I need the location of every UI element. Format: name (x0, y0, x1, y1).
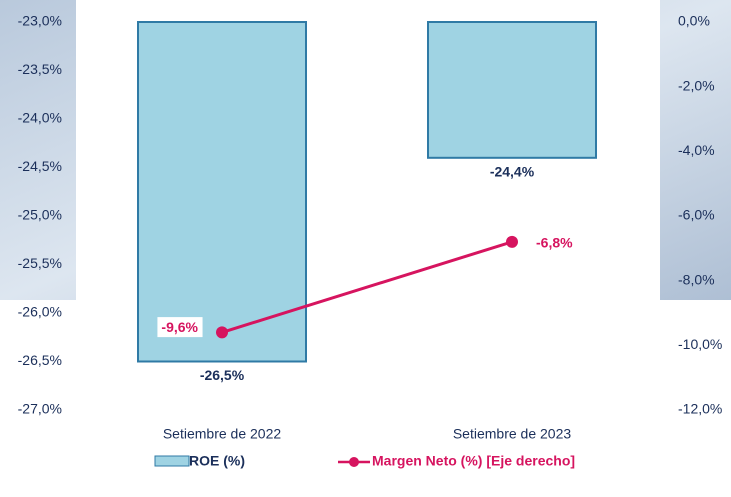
bar (428, 22, 596, 158)
y2-tick-label: -12,0% (678, 401, 722, 417)
y2-tick-label: -4,0% (678, 142, 715, 158)
line-point (506, 236, 518, 248)
data-label: -26,5% (200, 367, 245, 383)
y2-tick-label: -2,0% (678, 77, 715, 93)
y-tick-label: -24,0% (18, 110, 62, 126)
y-tick-label: -26,0% (18, 304, 62, 320)
y2-tick-label: 0,0% (678, 13, 710, 29)
data-label: -9,6% (161, 319, 198, 335)
x-tick-label: Setiembre de 2023 (453, 426, 572, 442)
legend-label: Margen Neto (%) [Eje derecho] (372, 453, 575, 469)
legend-swatch (155, 456, 189, 466)
y-tick-label: -23,0% (18, 13, 62, 29)
y-tick-label: -24,5% (18, 158, 62, 174)
line-point (216, 326, 228, 338)
y-tick-label: -26,5% (18, 352, 62, 368)
chart: -27,0% -26,5% -26,0% -25,5% -25,0% -24,5% -24,… (0, 0, 731, 497)
y-tick-label: -23,5% (18, 61, 62, 77)
data-label: -24,4% (490, 164, 535, 180)
y2-tick-label: -6,0% (678, 207, 715, 223)
legend-label: ROE (%) (189, 453, 245, 469)
legend-swatch-point (349, 457, 359, 467)
x-tick-label: Setiembre de 2022 (163, 426, 282, 442)
page: -27,0% -26,5% -26,0% -25,5% -25,0% -24,5% -24,… (0, 0, 731, 497)
y-tick-label: -25,0% (18, 207, 62, 223)
bar (138, 22, 306, 362)
y-tick-label: -27,0% (18, 401, 62, 417)
y-tick-label: -25,5% (18, 255, 62, 271)
y2-tick-label: -8,0% (678, 271, 715, 287)
y2-tick-label: -10,0% (678, 336, 722, 352)
data-label: -6,8% (536, 235, 573, 251)
